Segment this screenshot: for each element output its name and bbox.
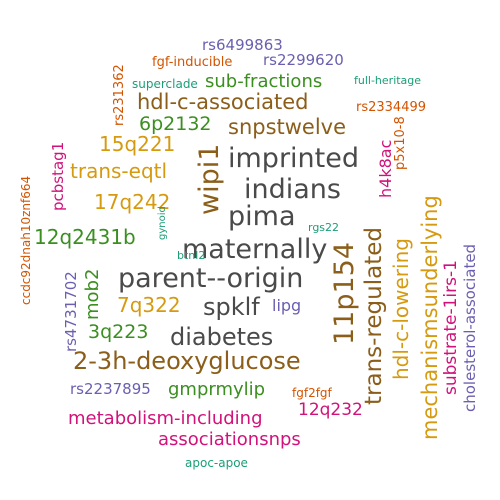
word-gynoid: gynoid: [157, 206, 168, 240]
word-6p2132: 6p2132: [139, 113, 212, 135]
word-rs2299620: rs2299620: [263, 51, 344, 69]
word-rgs22: rgs22: [308, 221, 340, 234]
word-superclade: superclade: [132, 77, 198, 91]
word-12q232: 12q232: [298, 400, 363, 420]
word-apoc-apoe: apoc-apoe: [185, 456, 248, 470]
word-gmprmylip: gmprmylip: [168, 379, 266, 400]
word-hdl-c-associated: hdl-c-associated: [137, 90, 309, 114]
word-pcbstag1: pcbstag1: [49, 141, 67, 211]
word-parent-origin: parent--origin: [118, 263, 304, 294]
word-rs6499863: rs6499863: [202, 36, 283, 54]
word-15q221: 15q221: [99, 132, 176, 156]
word-3q223: 3q223: [88, 321, 149, 343]
word-mob2: mob2: [82, 268, 103, 320]
word-11p154: 11p154: [329, 241, 360, 345]
word-diabetes: diabetes: [170, 323, 274, 351]
word-wipi1: wipi1: [194, 143, 225, 215]
word-ccdc92dnah10znf664: ccdc92dnah10znf664: [19, 175, 33, 305]
word-cholesterol-associated: cholesterol-associated: [461, 243, 479, 412]
word-hdl-c-lowering: hdl-c-lowering: [389, 238, 413, 380]
word-btnl2: btnl2: [177, 249, 206, 262]
word-2-3h-deoxyglucose: 2-3h-deoxyglucose: [73, 347, 301, 375]
word-metabolism-including: metabolism-including: [68, 408, 263, 429]
word-sub-fractions: sub-fractions: [205, 71, 323, 92]
word-pima: pima: [228, 201, 296, 232]
word-imprinted: imprinted: [228, 143, 359, 174]
word-lipg: lipg: [272, 296, 302, 315]
word-substrate-1irs-1: substrate-1irs-1: [441, 260, 461, 395]
word-h4k8ac: h4k8ac: [376, 139, 395, 198]
word-mechanismsunderlying: mechanismsunderlying: [418, 195, 442, 440]
word-rs2237895: rs2237895: [70, 380, 151, 398]
word-trans-regulated: trans-regulated: [361, 227, 387, 405]
word-associationsnps: associationsnps: [158, 429, 301, 450]
word-full-heritage: full-heritage: [354, 74, 422, 87]
word-indians: indians: [244, 174, 341, 205]
word-7q322: 7q322: [117, 293, 181, 317]
word-17q242: 17q242: [94, 190, 171, 214]
word-snpstwelve: snpstwelve: [228, 115, 347, 139]
word-trans-eqtl: trans-eqtl: [70, 159, 168, 183]
word-maternally: maternally: [182, 234, 328, 265]
word-fgf-inducible: fgf-inducible: [152, 55, 233, 70]
word-rs2334499: rs2334499: [356, 100, 427, 115]
word-fgf2fgf: fgf2fgf: [292, 386, 332, 400]
word-spklf: spklf: [203, 293, 260, 321]
word-rs231362: rs231362: [112, 64, 127, 126]
word-12q2431b: 12q2431b: [34, 225, 136, 249]
word-p5x10-8: p5x10-8: [393, 116, 408, 170]
word-rs4731702: rs4731702: [62, 271, 80, 352]
